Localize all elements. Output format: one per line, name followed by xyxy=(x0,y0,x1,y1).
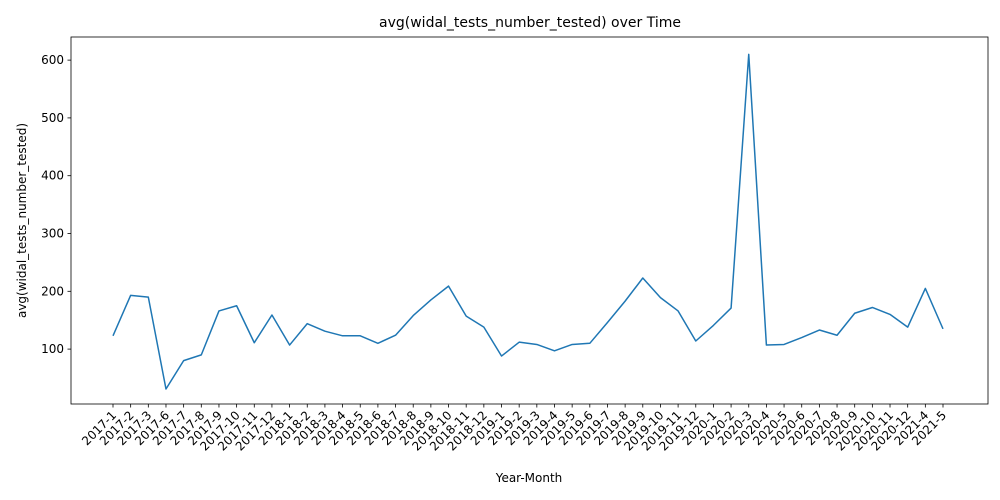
axes-frame xyxy=(70,36,989,405)
x-axis-label: Year-Month xyxy=(495,471,563,485)
y-tick-label: 200 xyxy=(41,284,64,298)
y-tick-label: 600 xyxy=(41,53,64,67)
chart-title: avg(widal_tests_number_tested) over Time xyxy=(379,15,681,31)
plot-area: 100 200 300 400 500 600 2017-12017-22017-3201… xyxy=(41,36,989,454)
y-tick-label: 500 xyxy=(41,111,64,125)
y-tick-label: 400 xyxy=(41,169,64,183)
y-axis-label: avg(widal_tests_number_tested) xyxy=(15,123,29,318)
y-tick-label: 300 xyxy=(41,227,64,241)
y-axis: 100 200 300 400 500 600 xyxy=(41,53,71,356)
series-line xyxy=(112,53,944,390)
x-axis: 2017-12017-22017-32017-62017-72017-82017… xyxy=(79,404,949,454)
y-tick-label: 100 xyxy=(41,342,64,356)
series-group xyxy=(112,53,944,390)
